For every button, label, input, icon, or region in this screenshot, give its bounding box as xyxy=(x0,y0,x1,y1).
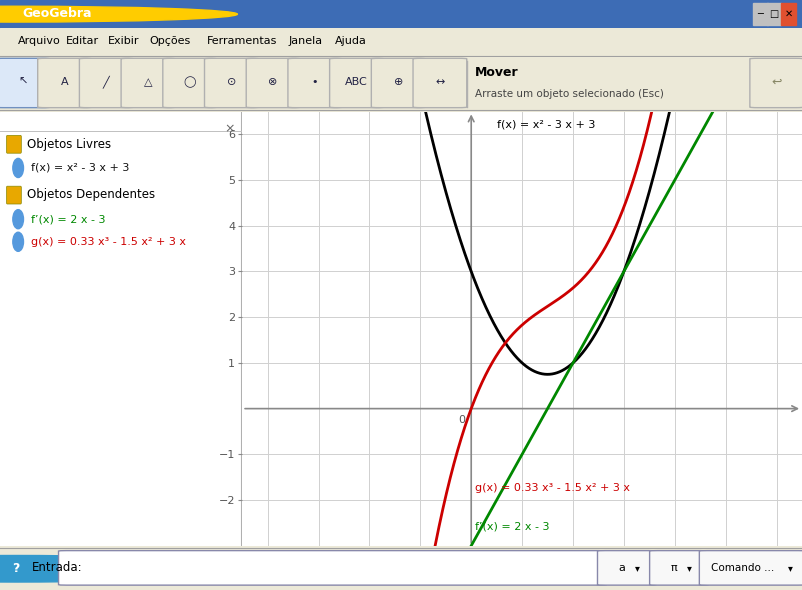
Text: ✕: ✕ xyxy=(784,9,792,19)
Bar xyxy=(781,3,796,25)
Text: π: π xyxy=(670,563,677,573)
Text: f’(x) = 2 x - 3: f’(x) = 2 x - 3 xyxy=(31,214,106,224)
FancyBboxPatch shape xyxy=(38,58,91,107)
Text: ?: ? xyxy=(12,562,20,575)
Text: a: a xyxy=(618,563,625,573)
Text: Entrada:: Entrada: xyxy=(32,561,83,575)
Bar xyxy=(767,3,781,25)
Text: ABC: ABC xyxy=(345,77,368,87)
FancyBboxPatch shape xyxy=(699,550,802,585)
FancyBboxPatch shape xyxy=(597,550,656,585)
Text: ─: ─ xyxy=(757,9,764,19)
Text: Objetos Dependentes: Objetos Dependentes xyxy=(26,188,155,201)
Text: Arquivo: Arquivo xyxy=(18,37,60,47)
Text: A: A xyxy=(61,77,68,87)
Text: f(x) = x² - 3 x + 3: f(x) = x² - 3 x + 3 xyxy=(496,120,595,130)
FancyBboxPatch shape xyxy=(121,58,175,107)
Text: ↖: ↖ xyxy=(18,77,27,87)
Text: ▾: ▾ xyxy=(635,563,640,573)
FancyBboxPatch shape xyxy=(6,186,22,204)
Text: Ajuda: Ajuda xyxy=(335,37,367,47)
Text: □: □ xyxy=(769,9,779,19)
FancyBboxPatch shape xyxy=(79,58,133,107)
FancyBboxPatch shape xyxy=(413,58,467,107)
Text: ⊗: ⊗ xyxy=(269,77,277,87)
FancyBboxPatch shape xyxy=(59,550,606,585)
Text: GeoGebra: GeoGebra xyxy=(22,7,92,20)
Text: 0: 0 xyxy=(459,415,465,425)
FancyBboxPatch shape xyxy=(650,550,708,585)
Text: Objetos Livres: Objetos Livres xyxy=(26,137,111,150)
Text: Editar: Editar xyxy=(66,37,99,47)
Text: ◯: ◯ xyxy=(184,76,196,88)
Text: f’(x) = 2 x - 3: f’(x) = 2 x - 3 xyxy=(476,522,550,532)
Text: f(x) = x² - 3 x + 3: f(x) = x² - 3 x + 3 xyxy=(31,163,130,173)
Text: ↔: ↔ xyxy=(435,77,444,87)
Text: ▾: ▾ xyxy=(788,563,793,573)
Text: Arraste um objeto selecionado (Esc): Arraste um objeto selecionado (Esc) xyxy=(475,89,664,99)
Text: ╱: ╱ xyxy=(103,76,110,88)
FancyBboxPatch shape xyxy=(330,58,383,107)
Text: Comando ...: Comando ... xyxy=(711,563,774,573)
FancyBboxPatch shape xyxy=(0,58,50,107)
Text: g(x) = 0.33 x³ - 1.5 x² + 3 x: g(x) = 0.33 x³ - 1.5 x² + 3 x xyxy=(476,483,630,493)
Text: •: • xyxy=(311,77,318,87)
Circle shape xyxy=(13,158,23,178)
Circle shape xyxy=(13,232,23,251)
Circle shape xyxy=(13,209,23,229)
FancyBboxPatch shape xyxy=(288,58,342,107)
FancyBboxPatch shape xyxy=(371,58,425,107)
Text: Janela: Janela xyxy=(289,37,323,47)
Circle shape xyxy=(0,556,257,582)
FancyBboxPatch shape xyxy=(750,58,802,107)
FancyBboxPatch shape xyxy=(246,58,300,107)
FancyBboxPatch shape xyxy=(6,135,22,153)
Text: Mover: Mover xyxy=(475,65,518,78)
Text: ↩: ↩ xyxy=(772,76,782,88)
FancyBboxPatch shape xyxy=(163,58,217,107)
Text: Opções: Opções xyxy=(149,37,190,47)
Circle shape xyxy=(0,6,237,22)
Text: ▾: ▾ xyxy=(687,563,692,573)
Text: ×: × xyxy=(225,122,235,135)
Text: ⊙: ⊙ xyxy=(227,77,236,87)
Text: g(x) = 0.33 x³ - 1.5 x² + 3 x: g(x) = 0.33 x³ - 1.5 x² + 3 x xyxy=(31,237,187,247)
Text: Exibir: Exibir xyxy=(107,37,139,47)
Text: Ferramentas: Ferramentas xyxy=(207,37,277,47)
FancyBboxPatch shape xyxy=(205,58,258,107)
Bar xyxy=(753,3,768,25)
Text: ⊕: ⊕ xyxy=(394,77,403,87)
Text: △: △ xyxy=(144,77,152,87)
